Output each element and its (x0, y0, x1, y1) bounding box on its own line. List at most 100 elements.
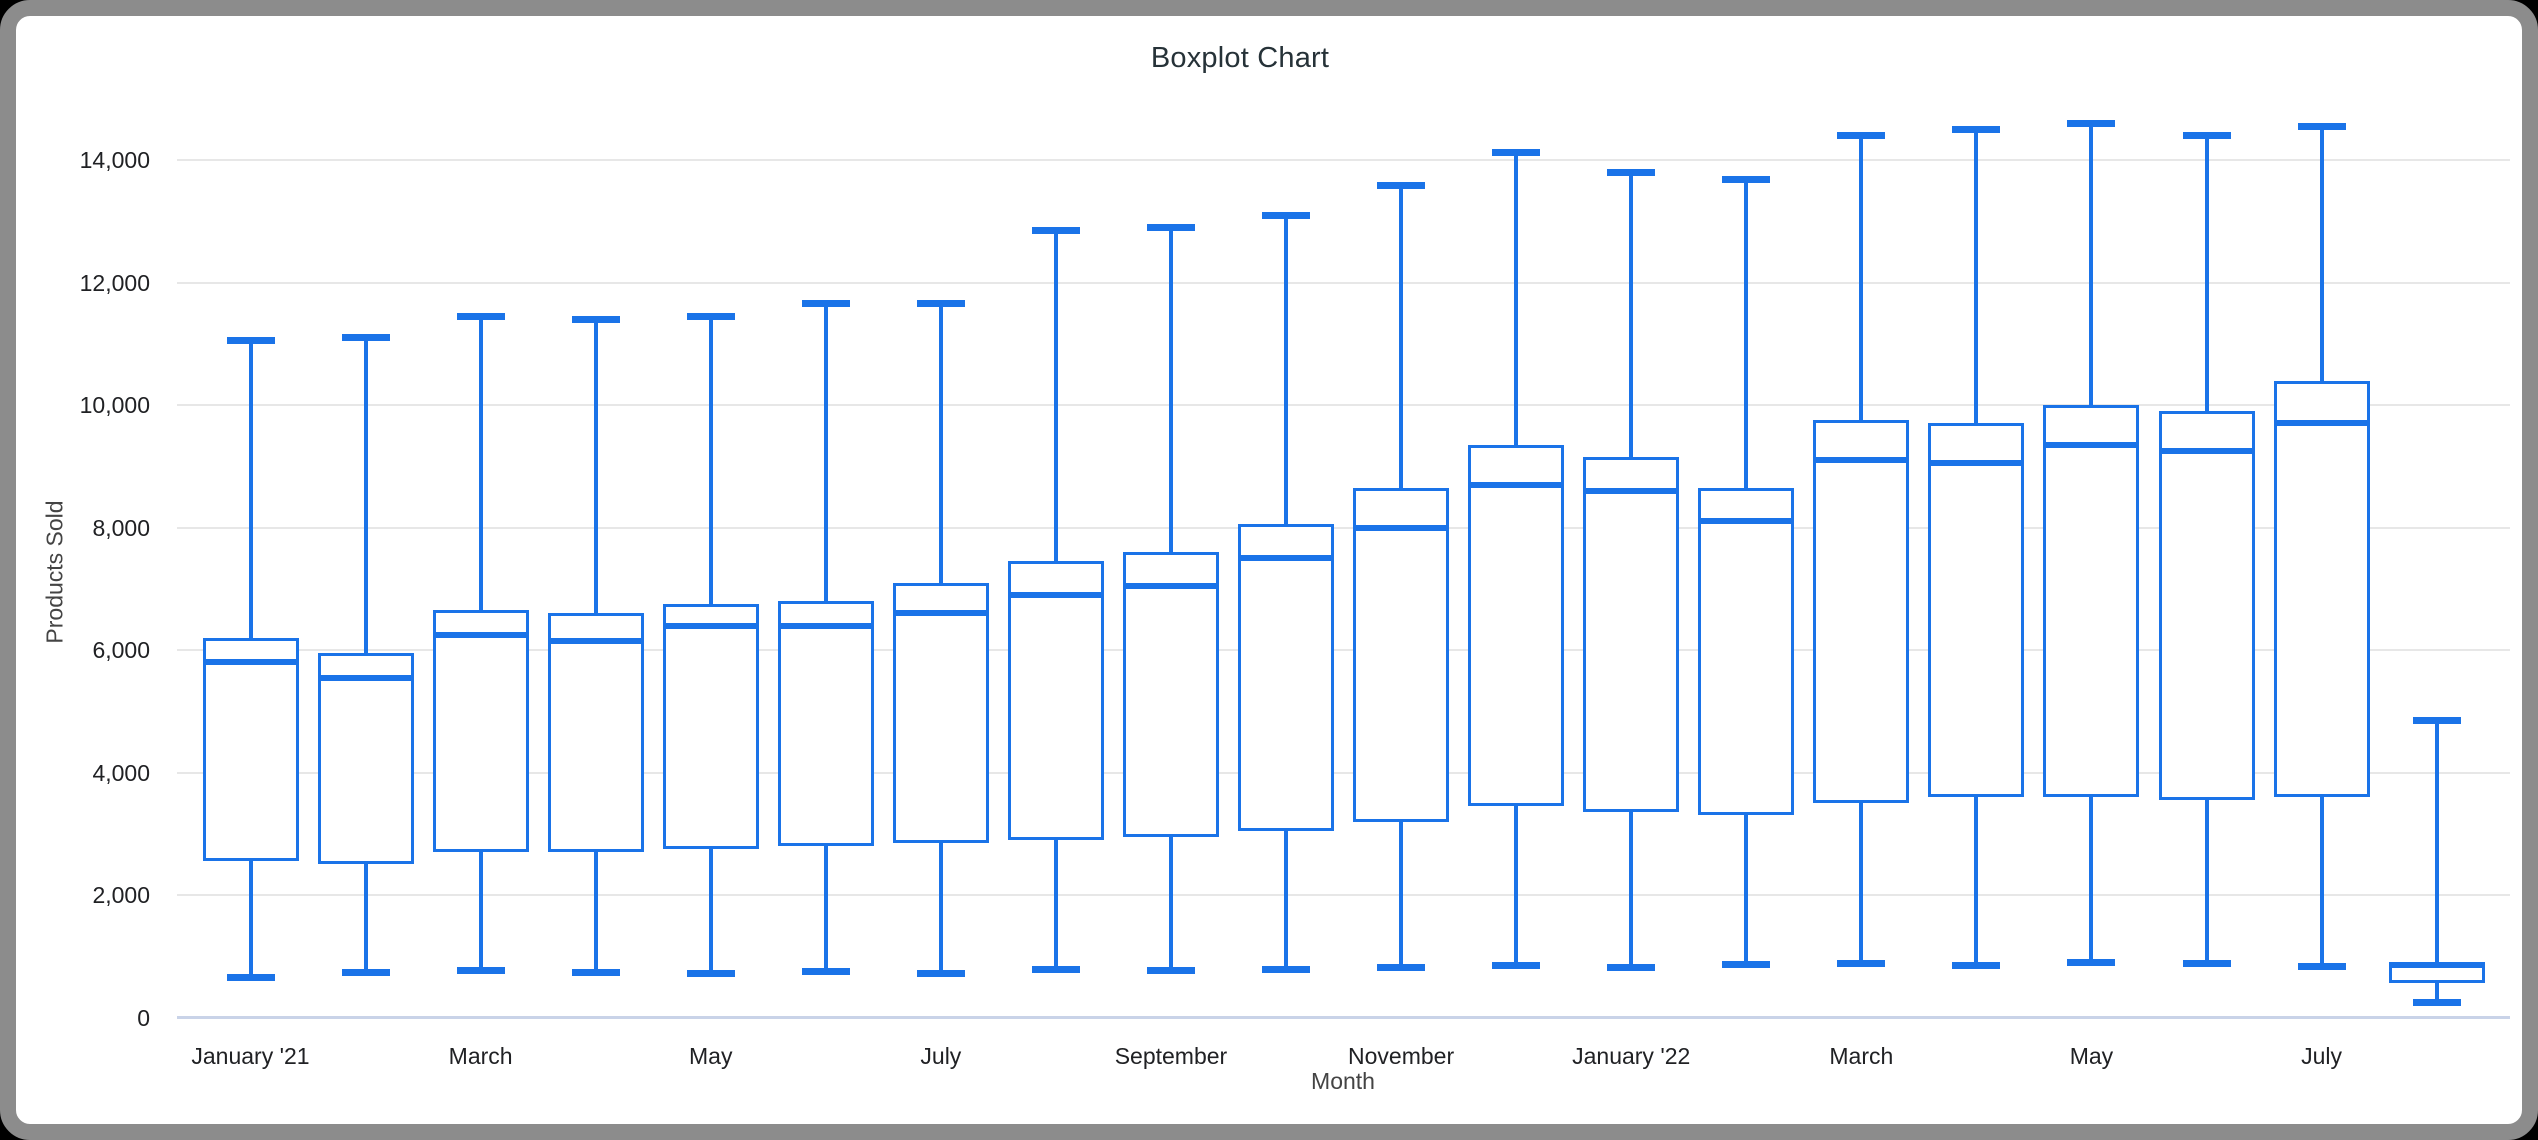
x-tick-label: March (448, 1043, 513, 1069)
x-axis-title: Month (1311, 1068, 1375, 1094)
whisker-low-stem (1284, 830, 1289, 970)
whisker-low-cap (1377, 964, 1426, 972)
iqr-box (2043, 405, 2140, 797)
whisker-high-stem (1168, 227, 1173, 552)
iqr-box (662, 604, 759, 850)
gridline-0 (177, 1016, 2510, 1019)
whisker-low-cap (456, 966, 505, 974)
whisker-high-cap (1262, 211, 1311, 219)
whisker-high-stem (938, 303, 943, 583)
whisker-high-stem (1744, 179, 1749, 488)
median-line (665, 622, 756, 629)
whisker-low-stem (1744, 815, 1749, 965)
median-line (1125, 582, 1216, 589)
whisker-low-stem (1514, 806, 1519, 966)
whisker-low-cap (341, 969, 390, 977)
whisker-low-stem (1399, 821, 1404, 968)
whisker-high-stem (478, 316, 483, 611)
median-line (1010, 591, 1101, 598)
gridline-12,000 (177, 281, 2510, 284)
whisker-high-cap (1952, 125, 2001, 133)
chart-title: Boxplot Chart (1150, 42, 1330, 74)
whisker-high-stem (1284, 215, 1289, 525)
median-line (1471, 481, 1562, 488)
whisker-high-cap (2297, 122, 2346, 130)
whisker-low-stem (1168, 836, 1173, 971)
iqr-box (317, 653, 414, 865)
y-tick-label: 12,000 (79, 269, 150, 296)
whisker-low-cap (1146, 967, 1195, 975)
whisker-high-cap (1377, 182, 1426, 190)
whisker-low-stem (1629, 812, 1634, 968)
median-line (1356, 524, 1447, 531)
iqr-box (1238, 524, 1335, 831)
whisker-low-stem (593, 852, 598, 973)
iqr-box (2158, 411, 2255, 801)
whisker-low-cap (571, 969, 620, 977)
whisker-high-stem (593, 319, 598, 614)
iqr-box (1583, 457, 1680, 813)
whisker-low-stem (478, 852, 483, 971)
whisker-high-stem (1974, 129, 1979, 424)
whisker-low-stem (1053, 839, 1058, 970)
whisker-high-cap (571, 315, 620, 323)
whisker-high-stem (248, 340, 253, 638)
whisker-high-stem (363, 337, 368, 654)
iqr-box (1122, 552, 1219, 837)
whisker-low-cap (2297, 963, 2346, 971)
median-line (205, 659, 296, 666)
y-tick-label: 8,000 (92, 514, 150, 541)
whisker-low-cap (1722, 960, 1771, 968)
whisker-low-stem (1974, 797, 1979, 966)
whisker-high-stem (708, 316, 713, 605)
iqr-box (1698, 487, 1795, 816)
whisker-low-cap (916, 969, 965, 977)
x-tick-label: January '21 (191, 1043, 310, 1069)
whisker-high-cap (1837, 132, 1886, 139)
x-tick-label: May (689, 1043, 733, 1069)
whisker-high-stem (2319, 126, 2324, 381)
gridline-14,000 (177, 159, 2510, 161)
whisker-low-stem (2319, 797, 2324, 967)
whisker-high-cap (2067, 119, 2116, 127)
median-line (1586, 487, 1677, 494)
whisker-low-cap (1837, 960, 1886, 968)
whisker-high-cap (1031, 226, 1080, 234)
whisker-high-cap (686, 312, 735, 320)
whisker-high-stem (1053, 230, 1058, 562)
whisker-high-cap (1722, 176, 1771, 184)
median-line (1816, 457, 1907, 464)
iqr-box (1468, 444, 1565, 807)
whisker-low-cap (686, 969, 735, 977)
iqr-box (1007, 561, 1104, 840)
y-tick-label: 4,000 (92, 759, 150, 786)
median-line (320, 674, 411, 681)
whisker-high-cap (1607, 168, 1656, 176)
whisker-high-cap (456, 312, 505, 320)
x-tick-label: September (1114, 1043, 1228, 1069)
whisker-low-cap (1031, 965, 1080, 973)
iqr-box (1813, 420, 1910, 804)
whisker-low-stem (2204, 800, 2209, 964)
median-line (2046, 441, 2137, 448)
gridline-6,000 (177, 649, 2510, 651)
x-tick-label: January '22 (1572, 1043, 1691, 1069)
y-tick-label: 6,000 (92, 637, 150, 663)
whisker-high-cap (1146, 223, 1195, 231)
whisker-high-cap (2412, 716, 2461, 724)
whisker-high-cap (226, 337, 275, 345)
y-tick-label: 2,000 (92, 882, 150, 908)
whisker-high-stem (823, 303, 828, 601)
y-tick-label: 0 (137, 1004, 150, 1031)
iqr-box (892, 582, 989, 843)
iqr-box (1928, 423, 2025, 797)
whisker-high-stem (1629, 172, 1634, 458)
whisker-high-cap (341, 334, 390, 342)
whisker-low-cap (1952, 961, 2001, 969)
x-tick-label: March (1829, 1043, 1894, 1069)
whisker-low-cap (1262, 966, 1311, 974)
whisker-high-stem (1514, 152, 1519, 445)
whisker-high-stem (1859, 135, 1864, 421)
